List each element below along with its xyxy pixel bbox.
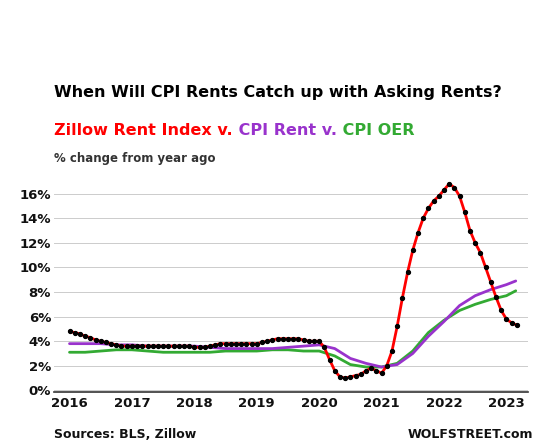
Text: Sources: BLS, Zillow: Sources: BLS, Zillow	[54, 428, 196, 441]
Text: When Will CPI Rents Catch up with Asking Rents?: When Will CPI Rents Catch up with Asking…	[54, 85, 502, 100]
Text: CPI OER: CPI OER	[336, 123, 414, 138]
Text: CPI Rent v.: CPI Rent v.	[232, 123, 336, 138]
Text: % change from year ago: % change from year ago	[54, 152, 216, 165]
Text: Zillow Rent Index v.: Zillow Rent Index v.	[54, 123, 232, 138]
Text: WOLFSTREET.com: WOLFSTREET.com	[408, 428, 534, 441]
